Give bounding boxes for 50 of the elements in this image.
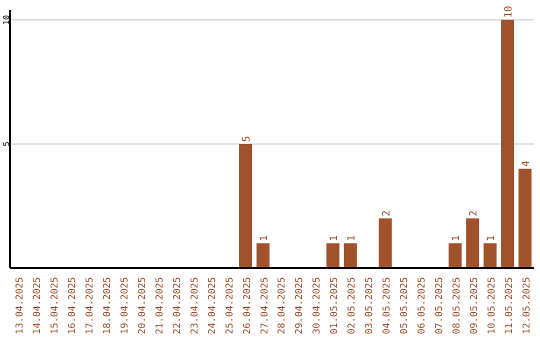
- data-label: 1: [346, 235, 358, 242]
- x-tick-label: 19.04.2025: [120, 277, 131, 334]
- data-label: 10: [504, 6, 515, 18]
- data-label: 1: [486, 235, 498, 242]
- bar: [378, 218, 392, 268]
- bar: [344, 243, 357, 268]
- data-label: 4: [521, 160, 532, 167]
- x-tick-label: 27.04.2025: [259, 277, 270, 334]
- x-tick-label: 12.05.2025: [521, 277, 532, 334]
- data-label: 1: [451, 235, 462, 242]
- x-tick-label: 15.04.2025: [50, 277, 61, 334]
- bar: [326, 243, 340, 268]
- x-tick-label: 18.04.2025: [102, 277, 114, 334]
- data-label: 5: [242, 136, 253, 142]
- x-tick-label: 01.05.2025: [329, 277, 340, 334]
- bar: [501, 20, 514, 268]
- data-label: 1: [259, 235, 270, 242]
- x-tick-label: 08.05.2025: [451, 277, 462, 334]
- x-tick-label: 29.04.2025: [294, 277, 306, 334]
- bar: [239, 144, 252, 268]
- x-tick-label: 09.05.2025: [468, 277, 480, 334]
- x-tick-label: 16.04.2025: [67, 277, 78, 334]
- x-tick-label: 21.04.2025: [154, 277, 166, 334]
- x-tick-label: 25.04.2025: [224, 277, 236, 334]
- x-tick-label: 17.04.2025: [84, 277, 96, 334]
- data-label: 2: [381, 210, 392, 216]
- bar: [448, 243, 462, 268]
- x-tick-label: 07.05.2025: [434, 277, 445, 334]
- data-label: 2: [468, 210, 480, 216]
- x-tick-label: 14.04.2025: [32, 277, 44, 334]
- x-tick-label: 26.04.2025: [242, 277, 253, 334]
- x-tick-label: 24.04.2025: [206, 277, 218, 334]
- x-tick-label: 13.04.2025: [14, 277, 26, 334]
- x-tick-label: 23.04.2025: [189, 277, 200, 334]
- x-tick-label: 03.05.2025: [364, 277, 376, 334]
- x-tick-label: 04.05.2025: [382, 277, 393, 334]
- x-tick-label: 30.04.2025: [312, 277, 323, 334]
- x-tick-label: 20.04.2025: [137, 277, 148, 334]
- bar: [256, 243, 270, 268]
- x-tick-label: 22.04.2025: [172, 277, 183, 334]
- x-tick-label: 28.04.2025: [276, 277, 288, 334]
- x-tick-label: 06.05.2025: [416, 277, 428, 334]
- x-tick-label: 05.05.2025: [399, 277, 410, 334]
- data-label: 1: [328, 235, 340, 242]
- bar: [484, 243, 497, 268]
- x-tick-label: 10.05.2025: [486, 277, 498, 334]
- bar: [466, 218, 480, 268]
- x-tick-label: 11.05.2025: [504, 277, 515, 334]
- x-tick-label: 02.05.2025: [346, 277, 358, 334]
- bar: [518, 168, 532, 268]
